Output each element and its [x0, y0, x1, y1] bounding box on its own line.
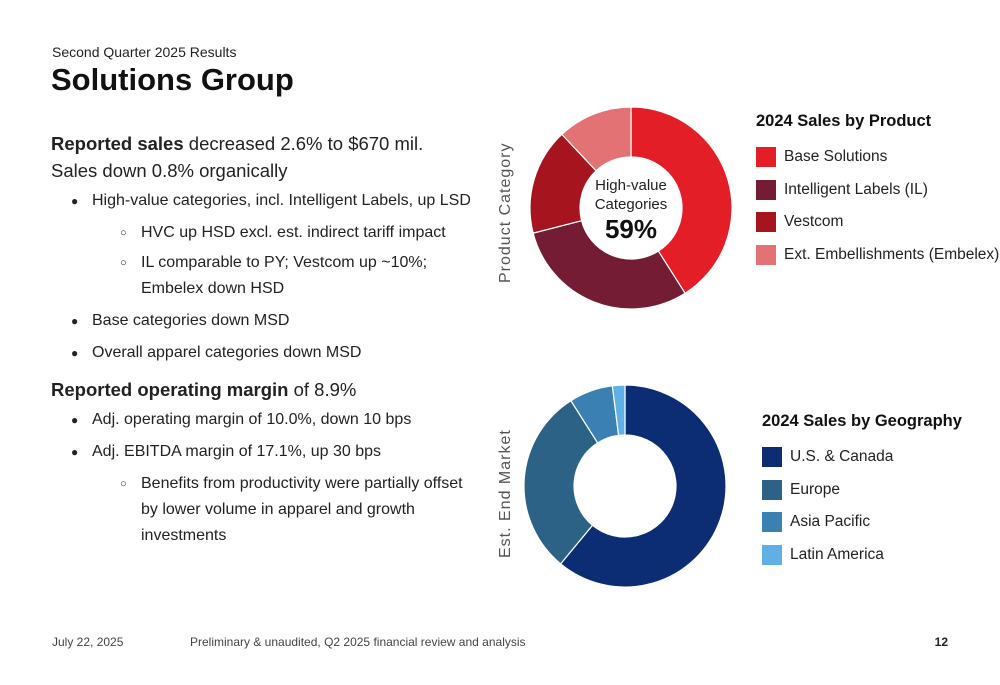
subbullet-il: IL comparable to PY; Vestcom up ~10%; Em… [92, 250, 481, 302]
center-label-line: High-value [595, 177, 667, 194]
legend-swatch [762, 544, 782, 565]
legend-swatch [756, 212, 776, 233]
legend-item: Ext. Embellishments (Embelex) [756, 239, 999, 272]
legend-item: Asia Pacific [762, 506, 962, 539]
donut-slice-base-solutions [630, 106, 733, 295]
page-number: 12 [934, 635, 948, 649]
legend-item: Latin America [762, 539, 962, 572]
legend-item: Intelligent Labels (IL) [756, 174, 999, 207]
subbullet-hvc: HVC up HSD excl. est. indirect tariff im… [92, 220, 481, 246]
donut-slice-ext-embellishments-embelex [561, 106, 632, 172]
donut-slice-intelligent-labels-il [532, 219, 686, 310]
legend-label: Vestcom [784, 213, 844, 231]
footer-note: Preliminary & unaudited, Q2 2025 financi… [190, 635, 526, 649]
product-legend: 2024 Sales by Product Base Solutions Inte… [756, 112, 999, 271]
product-legend-title: 2024 Sales by Product [756, 112, 932, 130]
legend-label: Asia Pacific [790, 513, 871, 531]
geography-legend-title: 2024 Sales by Geography [762, 412, 962, 430]
donut-slice-latin-america [611, 384, 626, 437]
legend-item: Base Solutions [756, 141, 999, 174]
sales-bullets: High-value categories, incl. Intelligent… [51, 188, 481, 366]
legend-swatch [756, 147, 776, 168]
legend-swatch [762, 512, 782, 533]
legend-item: U.S. & Canada [762, 441, 962, 474]
sales-bold: Reported sales [51, 133, 184, 154]
bullet-high-value-text: High-value categories, incl. Intelligent… [92, 192, 471, 209]
slide-subtitle: Second Quarter 2025 Results [52, 44, 237, 60]
legend-label: Ext. Embellishments (Embelex) [784, 245, 1000, 263]
margin-rest: of 8.9% [288, 379, 357, 400]
organic-line: Sales down 0.8% organically [51, 160, 288, 181]
bullet-high-value: High-value categories, incl. Intelligent… [51, 188, 481, 302]
legend-swatch [756, 179, 776, 200]
sales-line: Reported sales decreased 2.6% to $670 mi… [51, 130, 481, 157]
donut-slice-u-s-canada [559, 384, 727, 588]
slide-title: Solutions Group [51, 62, 294, 97]
geography-legend: 2024 Sales by Geography U.S. & Canada Eur… [762, 412, 962, 571]
legend-item: Europe [762, 474, 962, 507]
legend-label: Europe [790, 480, 840, 498]
center-value: 59% [605, 214, 657, 244]
subbullet-productivity: Benefits from productivity were partiall… [92, 471, 481, 549]
legend-label: Intelligent Labels (IL) [784, 180, 928, 198]
margin-bold: Reported operating margin [51, 379, 289, 400]
donut-slice-europe [523, 399, 599, 565]
legend-swatch [756, 244, 776, 265]
legend-swatch [762, 479, 782, 500]
legend-label: Latin America [790, 545, 884, 563]
high-value-subbullets: HVC up HSD excl. est. indirect tariff im… [92, 220, 481, 302]
bullet-adj-op-margin: Adj. operating margin of 10.0%, down 10 … [51, 407, 481, 433]
legend-item: Vestcom [756, 206, 999, 239]
margin-line: Reported operating margin of 8.9% [51, 376, 481, 403]
legend-label: U.S. & Canada [790, 448, 894, 466]
legend-label: Base Solutions [784, 148, 888, 166]
footer-date: July 22, 2025 [52, 635, 124, 649]
bullet-adj-ebitda: Adj. EBITDA margin of 17.1%, up 30 bps B… [51, 439, 481, 549]
bullet-apparel: Overall apparel categories down MSD [51, 340, 481, 366]
ebitda-subbullets: Benefits from productivity were partiall… [92, 471, 481, 549]
margin-bullets: Adj. operating margin of 10.0%, down 10 … [51, 407, 481, 549]
sales-rest: decreased 2.6% to $670 mil. [183, 133, 424, 154]
summary-text: Reported sales decreased 2.6% to $670 mi… [51, 130, 481, 555]
bullet-adj-ebitda-text: Adj. EBITDA margin of 17.1%, up 30 bps [92, 443, 382, 460]
center-label-line: Categories [595, 196, 668, 213]
legend-swatch [762, 447, 782, 468]
bullet-base: Base categories down MSD [51, 308, 481, 334]
